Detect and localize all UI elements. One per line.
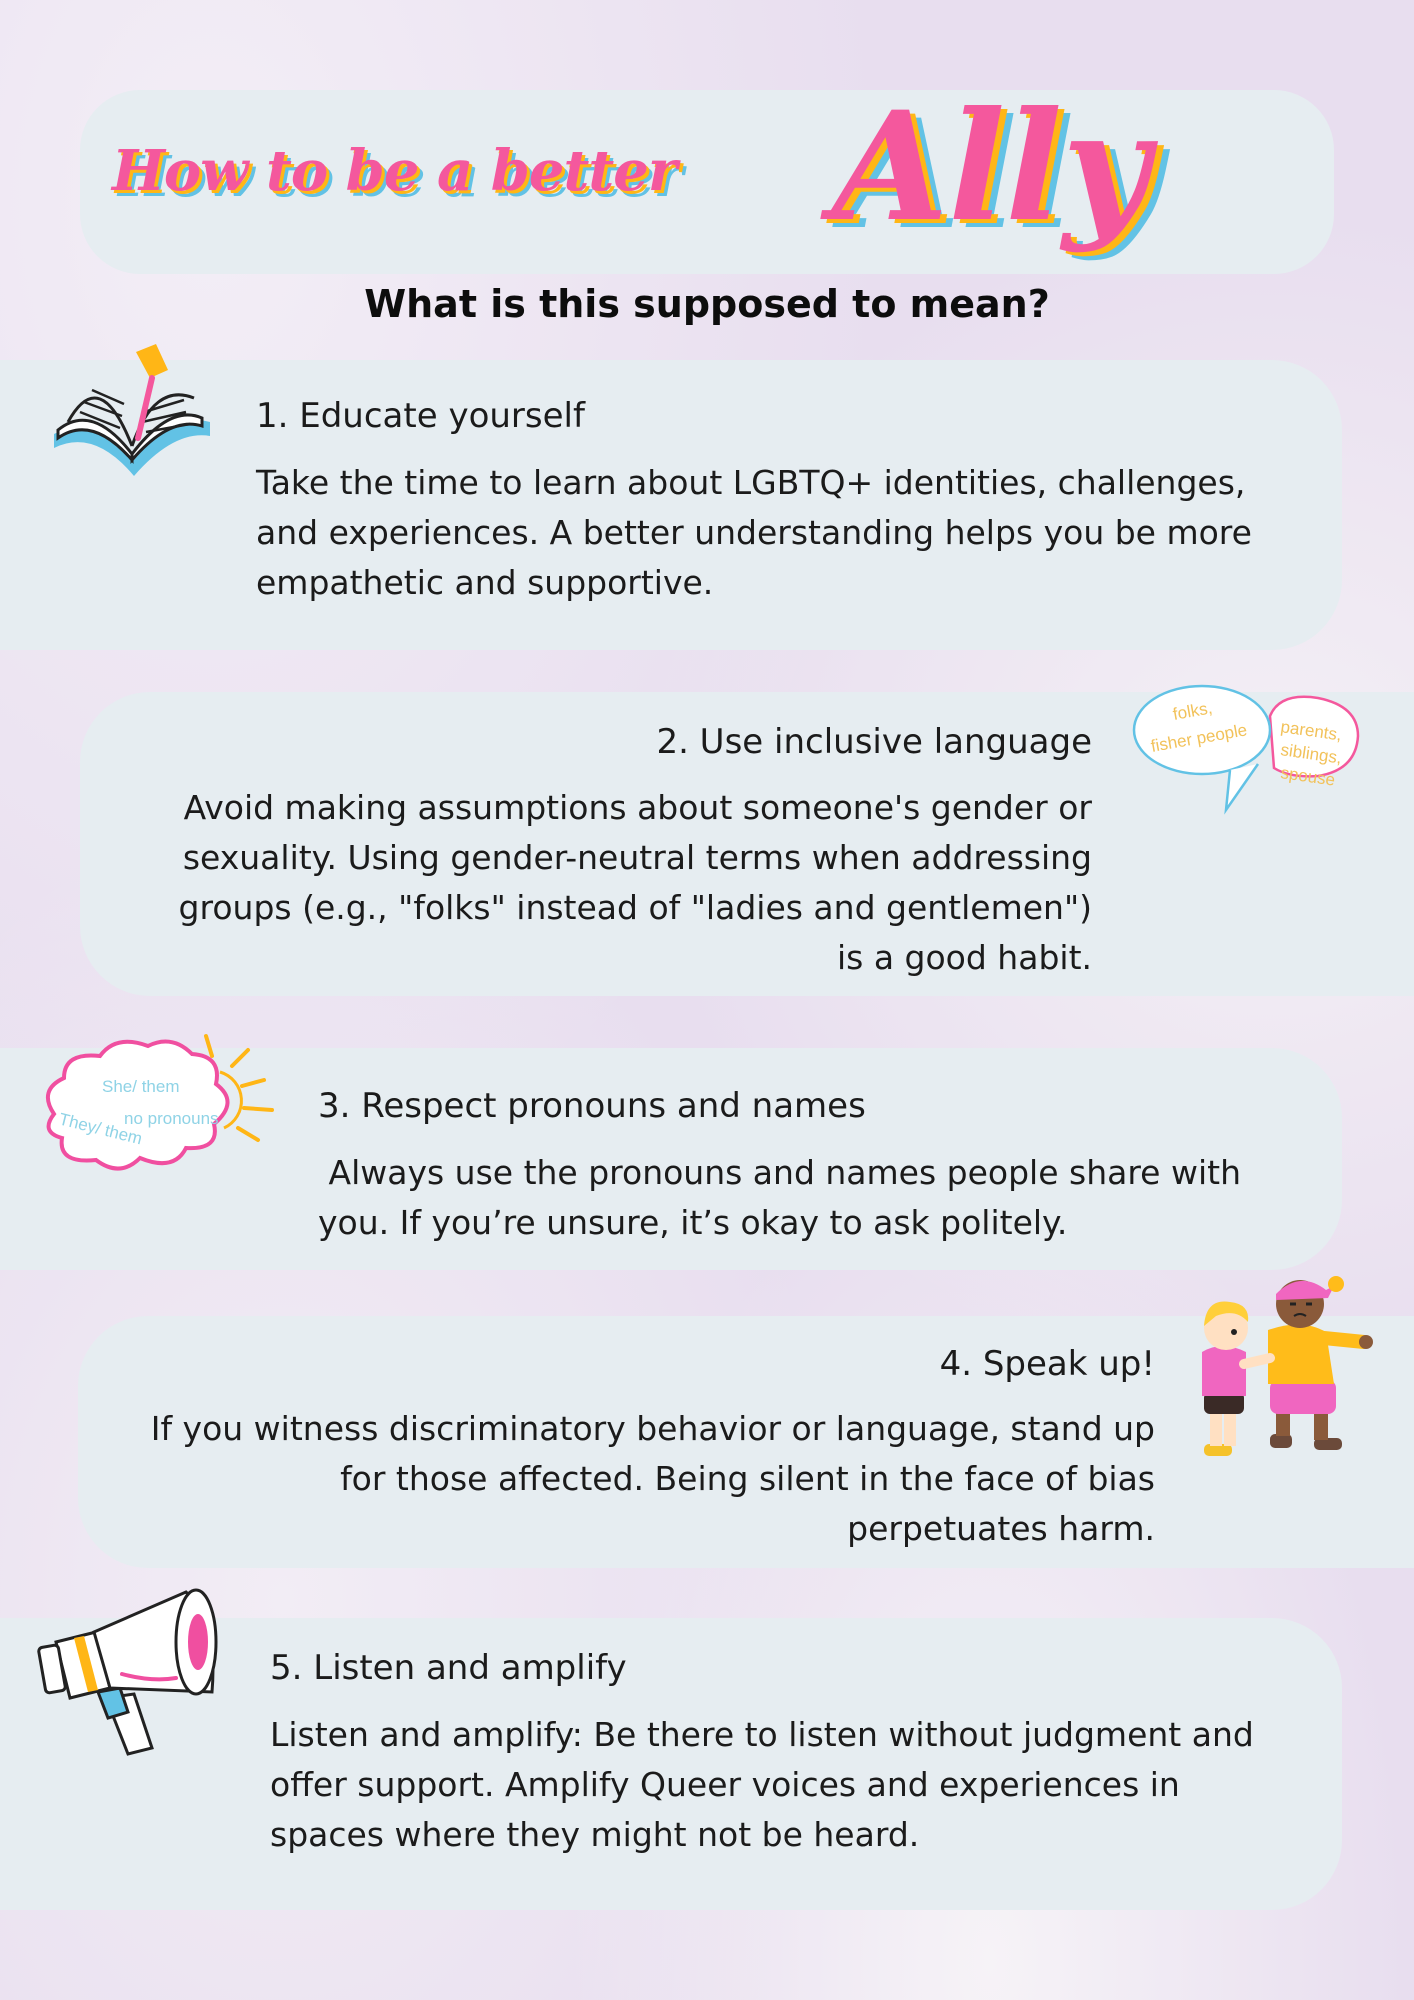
section-body-educate: Take the time to learn about LGBTQ+ iden… — [256, 463, 1252, 602]
section-card-speak-up — [78, 1316, 1414, 1568]
section-heading-listen-amplify: 5. Listen and amplify — [270, 1648, 627, 1688]
children-standing-up-icon — [1202, 1276, 1373, 1456]
pronoun-cloud-icon: She/ them no pronouns They/ them — [45, 1034, 274, 1171]
section-body-inclusive-language: Avoid making assumptions about someone's… — [178, 788, 1092, 977]
section-body-pronouns: Always use the pronouns and names people… — [318, 1153, 1252, 1242]
title-prefix: How to be a better — [112, 138, 677, 204]
page-subtitle: What is this supposed to mean? — [364, 282, 1050, 326]
speech-bubbles-icon: folks, fisher people parents, siblings, … — [1132, 684, 1360, 815]
open-book-icon — [54, 344, 210, 476]
megaphone-icon — [37, 1588, 218, 1756]
section-heading-speak-up: 4. Speak up! — [939, 1344, 1155, 1384]
section-card-pronouns — [0, 1048, 1342, 1270]
title-banner — [80, 90, 1334, 274]
cloud-word-1: She/ them — [102, 1077, 180, 1096]
title-main: Ally — [832, 79, 1150, 255]
section-heading-pronouns: 3. Respect pronouns and names — [318, 1086, 866, 1126]
cloud-word-2: no pronouns — [124, 1109, 219, 1128]
section-card-educate — [0, 360, 1342, 650]
section-heading-inclusive-language: 2. Use inclusive language — [656, 722, 1092, 762]
section-heading-educate: 1. Educate yourself — [256, 396, 585, 436]
section-card-listen-amplify — [0, 1618, 1342, 1910]
section-body-listen-amplify: Listen and amplify: Be there to listen w… — [270, 1715, 1254, 1854]
section-body-speak-up: If you witness discriminatory behavior o… — [150, 1409, 1155, 1548]
